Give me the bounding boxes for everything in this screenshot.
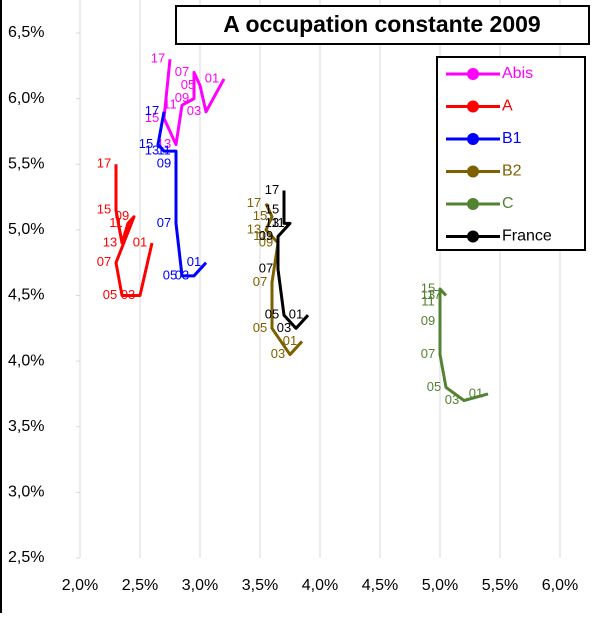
chart-title: A occupation constante 2009 [223,11,540,37]
point-label: 05 [427,379,441,394]
point-label: 01 [289,307,303,322]
point-label: 11 [271,215,285,230]
point-label: 11 [157,143,171,158]
point-label: 15 [265,202,279,217]
point-label: 17 [97,156,111,171]
legend-label: A [502,98,513,115]
point-label: 17 [247,195,261,210]
point-label: 07 [259,261,273,276]
y-tick-label: 2,5% [8,549,44,566]
point-label: 11 [253,228,267,243]
legend [436,56,586,251]
legend-label: B1 [502,130,522,147]
x-tick-label: 2,0% [62,577,98,594]
point-label: 03 [271,346,285,361]
legend-marker [467,133,479,145]
point-label: 09 [175,90,189,105]
point-label: 05 [181,77,195,92]
point-label: 13 [103,234,117,249]
point-label: 01 [205,70,219,85]
legend-marker [467,230,479,243]
x-tick-label: 6,0% [542,577,578,594]
point-label: 07 [253,274,267,289]
series-line [276,190,310,330]
legend-label: France [502,228,552,245]
x-tick-label: 4,5% [362,577,398,594]
series-line [114,164,154,297]
point-label: 07 [97,254,111,269]
x-tick-label: 3,5% [242,577,278,594]
x-tick-label: 5,5% [482,577,518,594]
point-label: 09 [115,208,129,223]
y-tick-label: 4,0% [8,352,44,369]
point-label: 07 [157,215,171,230]
y-tick-label: 4,5% [8,287,44,304]
point-label: 03 [187,103,201,118]
point-label: 11 [421,294,435,309]
point-label: 05 [163,267,177,282]
y-tick-label: 5,0% [8,221,44,238]
x-tick-label: 4,0% [302,577,338,594]
point-label: 09 [421,313,435,328]
point-label: 13 [145,143,159,158]
point-label: 03 [445,392,459,407]
series-line [162,59,226,147]
point-label: 01 [469,385,483,400]
point-label: 01 [283,333,297,348]
point-label: 05 [103,287,117,302]
legend-marker [467,198,479,210]
point-label: 01 [187,254,201,269]
point-label: 17 [145,103,159,118]
point-label: 17 [151,51,165,66]
point-label: 05 [253,320,267,335]
point-label: 03 [175,267,189,282]
point-label: 15 [139,136,153,151]
legend-label: B2 [502,163,522,180]
point-label: 09 [157,156,171,171]
point-label: 13 [421,287,435,302]
series-line [438,287,489,402]
legend-marker [467,100,479,113]
x-tick-label: 3,0% [182,577,218,594]
point-label: 13 [265,215,279,230]
x-tick-label: 5,0% [422,577,458,594]
series-line [156,111,208,278]
point-label: 03 [277,320,291,335]
legend-marker [467,165,479,178]
x-tick-label: 2,5% [122,577,158,594]
point-label: 07 [421,346,435,361]
point-label: 15 [421,280,435,295]
y-tick-label: 5,5% [8,155,44,172]
title-box [175,5,590,45]
y-tick-label: 6,0% [8,90,44,107]
point-label: 15 [253,208,267,223]
point-label: 01 [133,234,147,249]
legend-label: Abis [502,65,533,82]
y-tick-label: 3,0% [8,484,44,501]
point-label: 11 [109,215,123,230]
point-label: 05 [265,307,279,322]
y-tick-label: 3,5% [8,418,44,435]
point-label: 17 [265,182,279,197]
point-label: 07 [175,64,189,79]
point-label: 13 [247,221,261,236]
legend-label: C [502,195,514,212]
point-label: 09 [259,228,273,243]
point-label: 17 [427,287,441,302]
point-label: 03 [121,287,135,302]
legend-marker [467,68,479,80]
point-label: 11 [163,97,177,112]
point-label: 15 [145,110,159,125]
point-label: 09 [259,234,273,249]
point-label: 15 [97,202,111,217]
y-tick-label: 6,5% [8,24,44,41]
